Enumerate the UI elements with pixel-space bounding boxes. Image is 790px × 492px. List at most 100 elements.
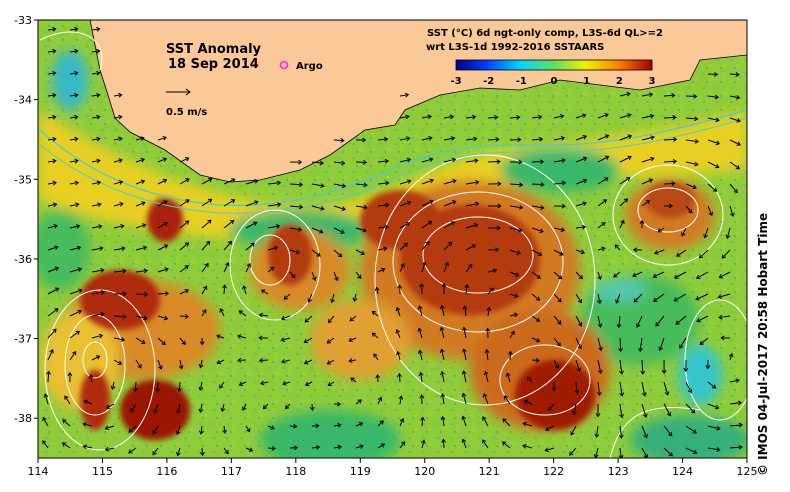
current-arrow-head: [357, 399, 362, 404]
current-arrow: [47, 328, 57, 339]
current-arrow: [157, 179, 167, 185]
current-arrow: [130, 403, 137, 413]
current-arrow: [685, 425, 697, 434]
current-arrow: [663, 182, 675, 185]
current-arrow-head: [373, 353, 378, 358]
current-arrow-head: [327, 381, 332, 387]
current-arrow: [575, 315, 582, 327]
current-arrow: [526, 376, 533, 383]
current-arrow: [465, 202, 479, 207]
current-arrow-head: [237, 334, 242, 339]
current-arrow-head: [691, 409, 696, 414]
current-arrow: [509, 293, 519, 298]
current-arrow-head: [397, 372, 402, 378]
current-arrow-head: [695, 296, 700, 301]
current-arrow-head: [728, 352, 734, 358]
current-arrow: [113, 181, 123, 185]
current-arrow: [372, 332, 379, 339]
current-arrow: [328, 315, 335, 323]
current-arrow: [553, 249, 564, 256]
current-arrow: [531, 183, 544, 186]
current-arrow: [663, 381, 669, 396]
current-arrow-head: [271, 445, 276, 451]
current-arrow: [223, 241, 232, 251]
current-arrow-head: [661, 369, 667, 375]
current-arrow: [504, 395, 511, 405]
current-arrow-head: [53, 223, 58, 229]
current-arrow-head: [692, 449, 698, 455]
current-arrow: [597, 315, 602, 328]
current-arrow-head: [352, 297, 358, 303]
current-arrow-head: [513, 312, 519, 318]
map-title: SST Anomaly: [166, 42, 262, 57]
current-arrow: [463, 327, 467, 339]
current-arrow: [128, 425, 137, 433]
current-arrow-head: [492, 268, 498, 274]
current-arrow: [399, 396, 402, 405]
current-arrow: [421, 158, 433, 163]
current-arrow: [597, 247, 605, 251]
current-arrow-head: [258, 312, 264, 318]
current-arrow: [509, 116, 520, 119]
current-arrow-head: [582, 113, 587, 118]
current-arrow: [464, 306, 467, 317]
current-arrow: [89, 374, 93, 383]
current-arrow-head: [452, 178, 457, 184]
current-arrow: [333, 161, 345, 164]
current-arrow: [729, 446, 743, 449]
current-arrow-head: [304, 318, 309, 323]
current-arrow: [281, 337, 291, 341]
current-arrow-head: [341, 183, 347, 189]
current-arrow: [719, 315, 731, 319]
current-arrow-head: [130, 408, 135, 413]
current-arrow-head: [556, 342, 561, 347]
current-arrow-head: [405, 136, 411, 141]
current-arrow: [729, 183, 738, 193]
current-arrow: [177, 447, 181, 456]
current-arrow: [62, 419, 71, 427]
current-arrow: [597, 271, 601, 280]
current-arrow: [350, 377, 357, 383]
current-arrow-head: [717, 294, 722, 299]
current-arrow-head: [163, 315, 169, 321]
current-arrow: [465, 284, 468, 295]
current-arrow-head: [276, 180, 282, 186]
current-arrow-head: [450, 221, 456, 226]
current-arrow: [619, 447, 622, 458]
current-arrow-head: [711, 384, 717, 389]
current-arrow: [463, 371, 467, 383]
current-arrow: [663, 160, 677, 163]
current-arrow-head: [627, 134, 633, 139]
current-arrow: [531, 227, 544, 233]
current-arrow-head: [250, 242, 255, 247]
current-arrow-head: [374, 286, 380, 292]
current-arrow-head: [377, 396, 383, 402]
current-arrow: [597, 113, 609, 119]
current-arrow-head: [163, 200, 168, 205]
x-tick-label: 116: [156, 465, 177, 478]
current-arrow: [615, 293, 621, 304]
current-arrow: [179, 265, 189, 273]
current-arrow: [91, 50, 100, 53]
current-arrow: [91, 291, 105, 295]
current-arrow: [157, 292, 169, 295]
current-arrow-head: [620, 219, 625, 225]
current-arrow: [199, 403, 203, 413]
current-arrow: [311, 161, 324, 164]
current-arrow-head: [64, 395, 69, 400]
current-arrow-head: [359, 444, 364, 449]
current-arrow: [217, 359, 225, 364]
current-arrow: [575, 135, 587, 141]
current-arrow-head: [494, 114, 499, 120]
current-arrow-head: [254, 200, 259, 205]
y-axis: -33 -34 -35 -36 -37 -38: [14, 14, 38, 425]
current-arrow-head: [348, 358, 353, 364]
current-arrow-head: [540, 182, 545, 187]
current-arrow-head: [655, 322, 660, 327]
current-arrow: [655, 315, 665, 327]
credit-text: © IMOS 04-Jul-2017 20:58 Hobart Time: [756, 212, 770, 476]
current-arrow-head: [52, 114, 57, 120]
current-arrow: [531, 271, 541, 279]
current-arrow-head: [693, 93, 698, 99]
current-arrow-head: [705, 365, 711, 370]
